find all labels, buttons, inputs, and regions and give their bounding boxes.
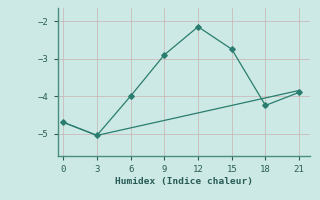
- X-axis label: Humidex (Indice chaleur): Humidex (Indice chaleur): [115, 177, 253, 186]
